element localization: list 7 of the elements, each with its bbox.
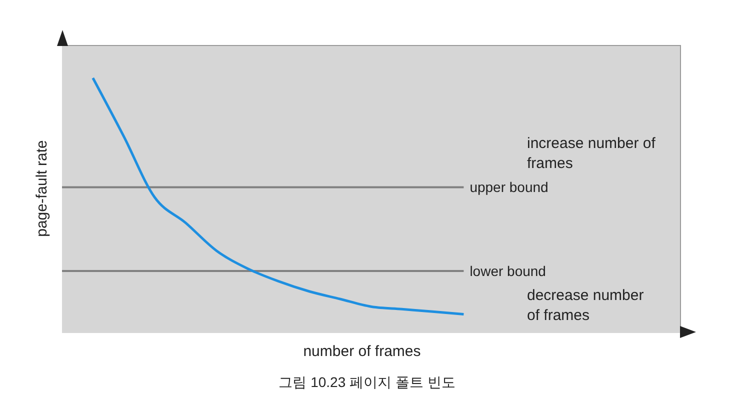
annotation: increase number of frames bbox=[527, 134, 656, 174]
y-axis-title: page-fault rate bbox=[34, 139, 50, 239]
caption: 그림 10.23 페이지 폴트 빈도 bbox=[278, 373, 456, 392]
ref-line-label: lower bound bbox=[470, 263, 546, 280]
x-axis-title: number of frames bbox=[302, 343, 422, 360]
annotation: decrease number of frames bbox=[527, 286, 645, 326]
ref-line-label: upper bound bbox=[470, 179, 548, 196]
